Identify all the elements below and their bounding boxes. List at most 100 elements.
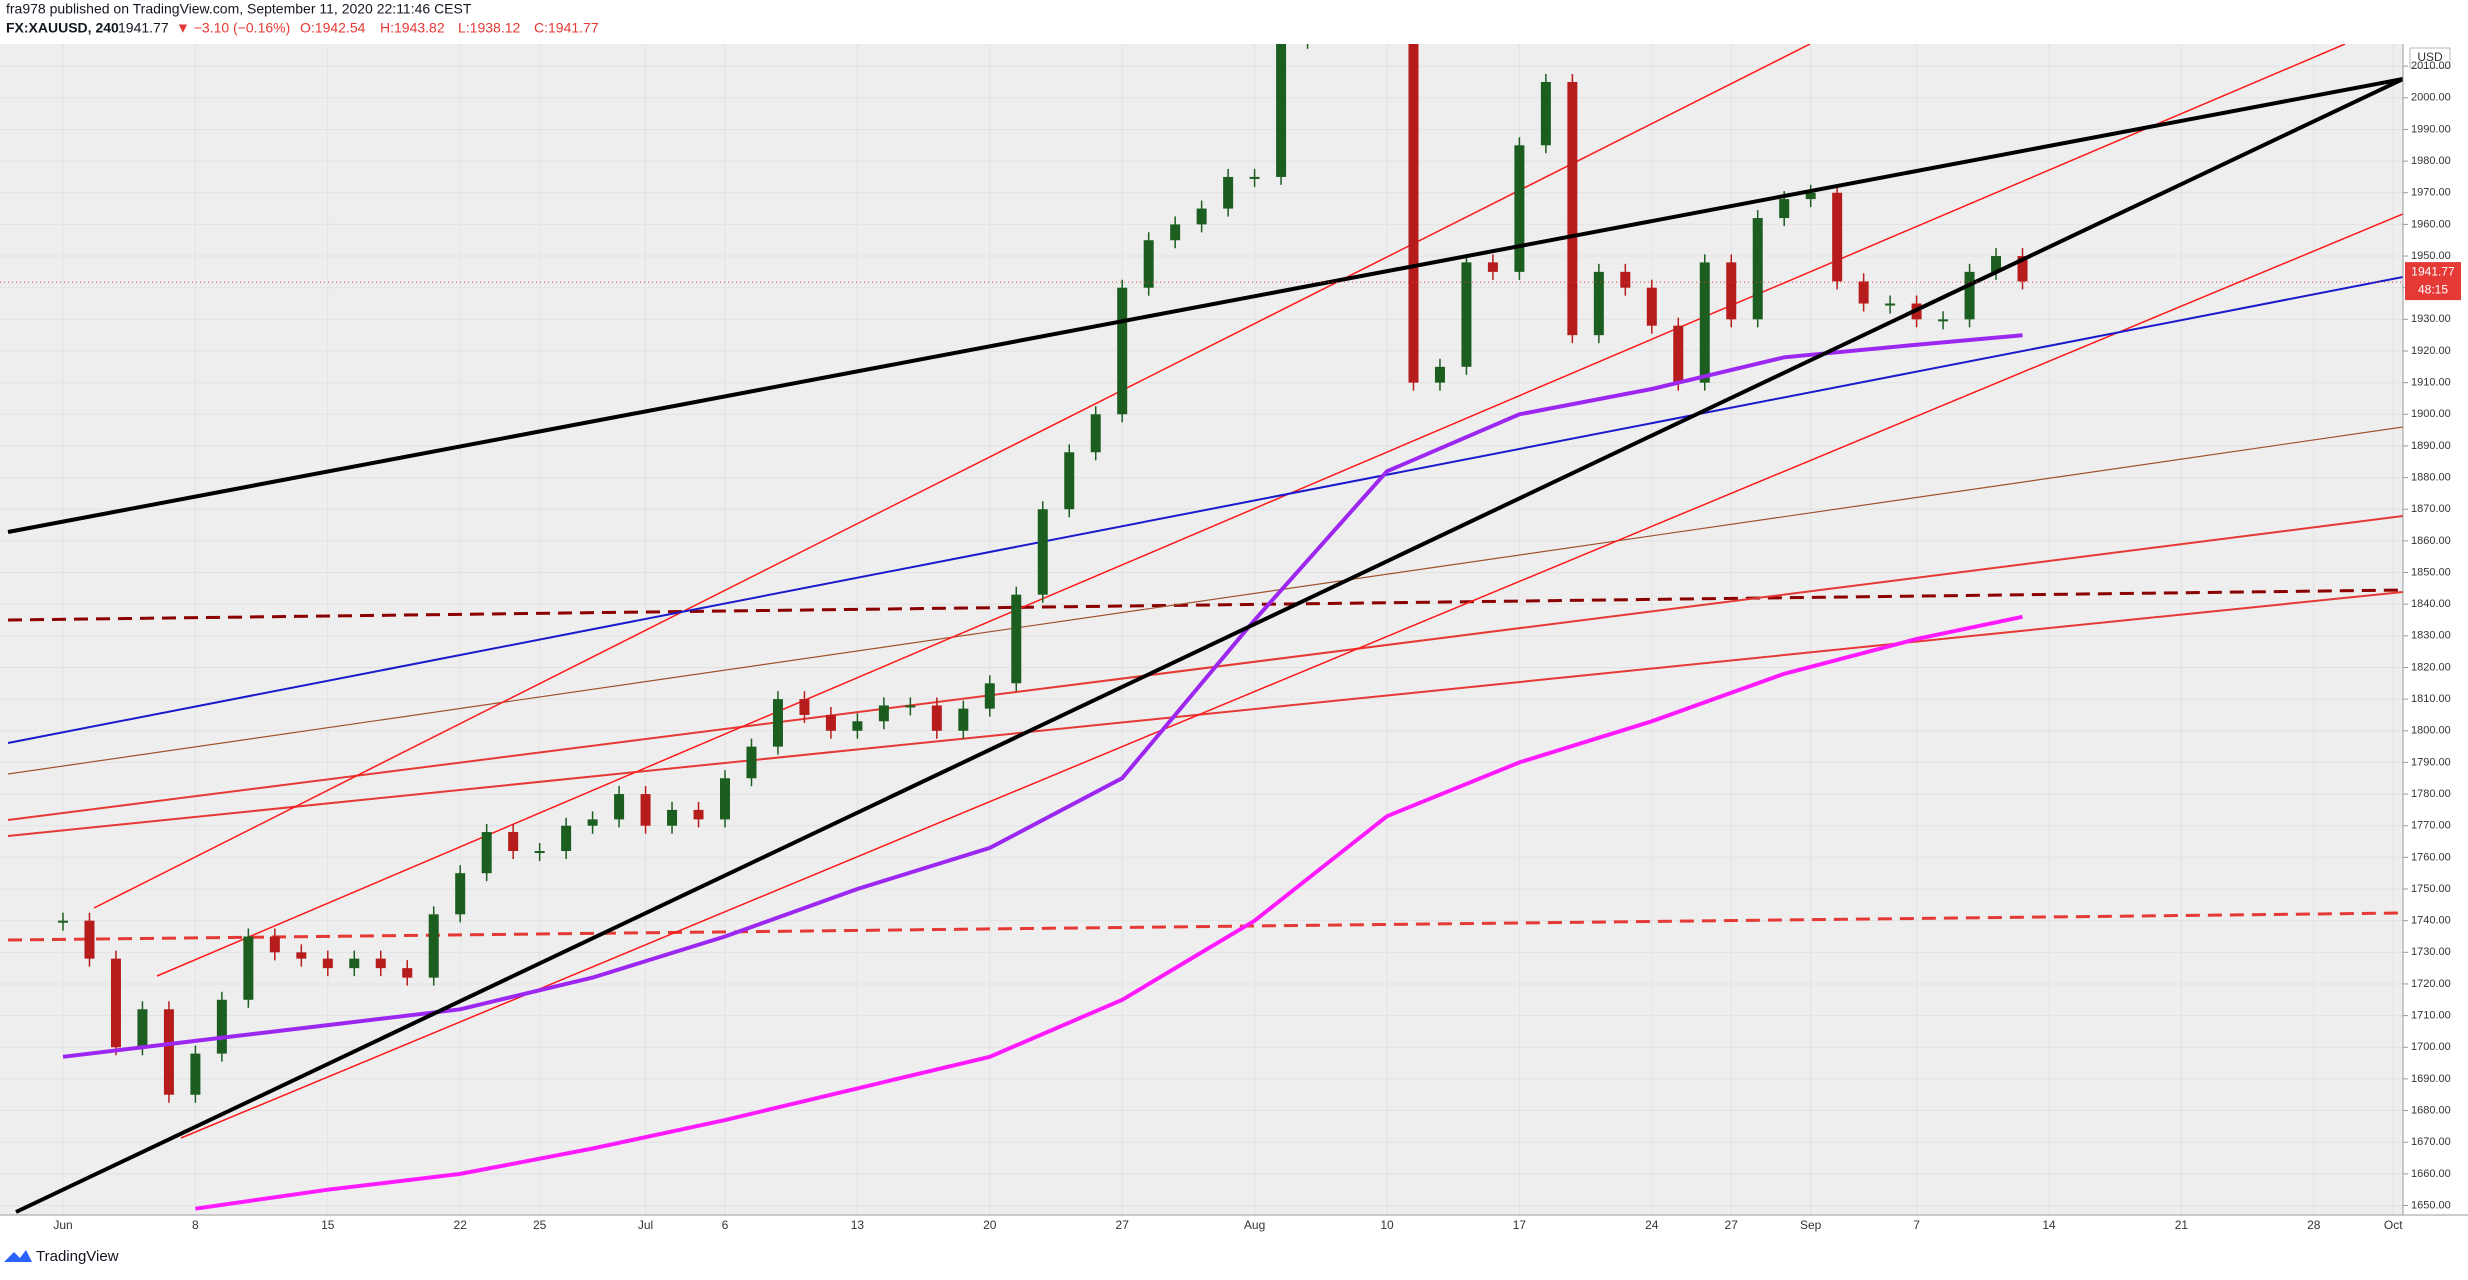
candle: [746, 746, 757, 779]
last-price-box: [2405, 262, 2461, 301]
y-tick-label: 1700.00: [2411, 1041, 2451, 1053]
candle: [58, 920, 68, 923]
candle: [1303, 0, 1313, 41]
y-tick-label: 1880.00: [2411, 471, 2451, 483]
x-tick-label: 6: [722, 1218, 729, 1232]
y-tick-label: 1960.00: [2411, 218, 2451, 230]
y-tick-label: 1870.00: [2411, 503, 2451, 515]
y-tick-label: 1850.00: [2411, 566, 2451, 578]
y-tick-label: 1930.00: [2411, 313, 2451, 325]
currency: USD: [2417, 50, 2443, 64]
candle: [243, 936, 254, 1000]
candle: [1064, 452, 1075, 510]
footer: TradingView: [36, 1248, 119, 1265]
ohlc-low: L:1938.12: [458, 20, 520, 36]
y-tick-label: 1780.00: [2411, 788, 2451, 800]
x-tick-label: 10: [1380, 1218, 1394, 1232]
y-tick-label: 1770.00: [2411, 820, 2451, 832]
y-tick-label: 1670.00: [2411, 1136, 2451, 1148]
black-trend-lines: [7, 77, 2403, 1214]
last-price-label: 1941.77: [2411, 264, 2455, 278]
candle: [1276, 44, 1287, 177]
y-tick-label: 1660.00: [2411, 1168, 2451, 1180]
symbol: FX:XAUUSD, 240: [6, 20, 119, 36]
candle: [614, 794, 625, 820]
y-tick-label: 1720.00: [2411, 978, 2451, 990]
candle: [1858, 281, 1869, 304]
candle: [1673, 325, 1684, 383]
y-tick-label: 1890.00: [2411, 440, 2451, 452]
moving-average: [195, 614, 2023, 1211]
x-tick-label: Sep: [1800, 1218, 1822, 1232]
candle: [1461, 262, 1472, 367]
y-tick-label: 1740.00: [2411, 915, 2451, 927]
candle: [1832, 192, 1843, 282]
candle: [1540, 81, 1551, 146]
candle: [561, 825, 572, 852]
candle: [1143, 240, 1154, 288]
x-tick-label: 27: [1116, 1218, 1130, 1232]
y-tick-label: 1710.00: [2411, 1010, 2451, 1022]
x-tick-label: 7: [1913, 1218, 1920, 1232]
candle: [825, 714, 836, 731]
candle: [1646, 287, 1657, 326]
candle: [402, 968, 413, 978]
plot-area: [0, 44, 2403, 1215]
candle: [110, 958, 121, 1048]
x-tick-label: 17: [1513, 1218, 1527, 1232]
y-tick-label: 1680.00: [2411, 1104, 2451, 1116]
candle: [1885, 303, 1896, 306]
candle: [455, 873, 466, 915]
change: ▼ −3.10 (−0.16%): [176, 20, 290, 36]
candle: [878, 705, 889, 722]
y-tick-label: 1760.00: [2411, 851, 2451, 863]
candle: [1170, 224, 1181, 241]
candle: [1249, 176, 1260, 179]
x-tick-label: 21: [2175, 1218, 2189, 1232]
y-tick-label: 1860.00: [2411, 535, 2451, 547]
candle: [84, 920, 95, 959]
candle: [1514, 145, 1525, 272]
y-tick-label: 1650.00: [2411, 1199, 2451, 1211]
x-tick-label: 15: [321, 1218, 335, 1232]
y-tick-label: 1990.00: [2411, 123, 2451, 135]
x-tick-label: 25: [533, 1218, 547, 1232]
candle: [322, 958, 333, 969]
candle: [1726, 262, 1737, 320]
y-tick-label: 1910.00: [2411, 377, 2451, 389]
candle: [1487, 262, 1498, 272]
candle: [852, 721, 863, 731]
x-tick-label: 28: [2307, 1218, 2321, 1232]
candle: [1382, 0, 1392, 19]
x-tick-label: Oct: [2384, 1218, 2403, 1232]
y-tick-label: 1920.00: [2411, 345, 2451, 357]
y-tick-label: 1840.00: [2411, 598, 2451, 610]
ohlc-high: H:1943.82: [380, 20, 445, 36]
y-tick-label: 1690.00: [2411, 1073, 2451, 1085]
candle: [640, 794, 651, 826]
candle: [534, 851, 545, 854]
x-tick-label: 24: [1645, 1218, 1659, 1232]
candle: [1805, 192, 1816, 200]
candle: [1779, 199, 1790, 219]
candle: [428, 914, 439, 978]
candle: [587, 819, 598, 826]
candle: [508, 832, 519, 852]
candle: [1408, 44, 1419, 383]
y-tick-label: 1750.00: [2411, 883, 2451, 895]
candle: [1593, 271, 1604, 336]
candle: [481, 832, 492, 874]
candle: [349, 958, 360, 969]
y-tick-label: 1730.00: [2411, 946, 2451, 958]
x-tick-label: 20: [983, 1218, 997, 1232]
candle: [1991, 256, 2002, 272]
countdown: 48:15: [2418, 282, 2448, 296]
y-tick-label: 1790.00: [2411, 756, 2451, 768]
candle: [190, 1053, 201, 1095]
price: 1941.77: [118, 20, 169, 36]
candle: [772, 699, 783, 747]
candle: [375, 958, 386, 969]
candle: [1699, 262, 1710, 383]
candle: [1223, 176, 1234, 209]
